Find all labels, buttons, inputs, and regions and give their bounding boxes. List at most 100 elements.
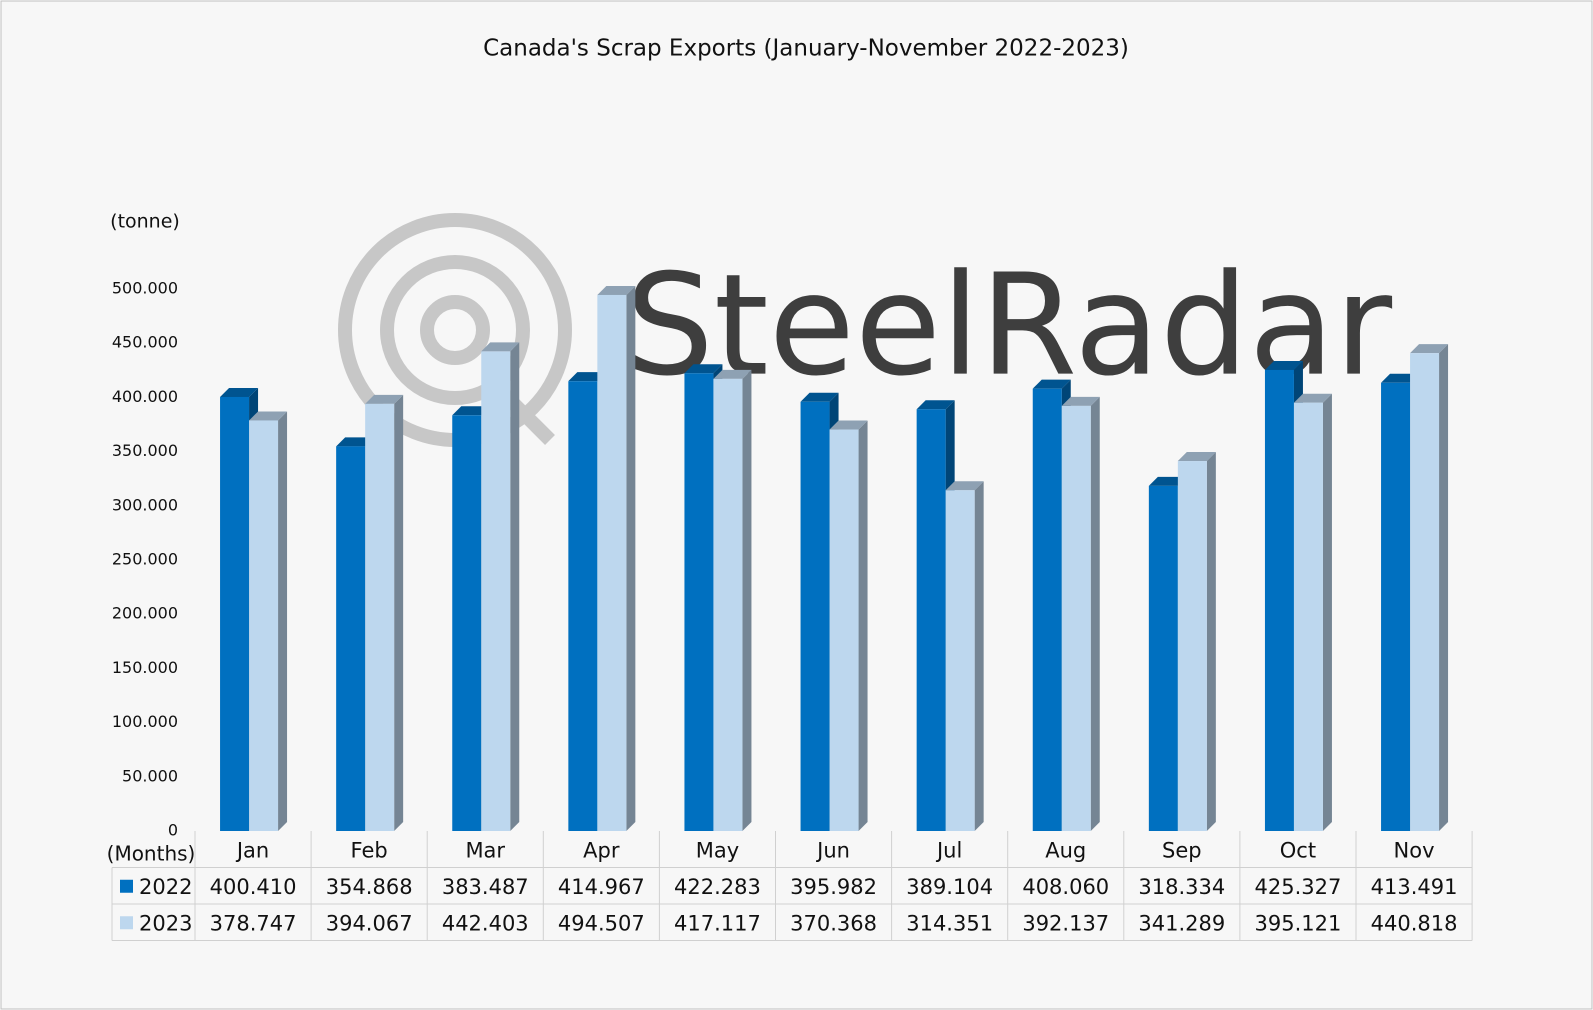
bar-top <box>249 411 288 421</box>
x-tick-label: Sep <box>1162 838 1202 862</box>
bar-side <box>626 285 636 831</box>
y-axis-label: (tonne) <box>110 211 180 233</box>
data-label: 354.868 <box>326 875 413 899</box>
bar-top <box>1177 452 1216 462</box>
bar <box>800 401 830 831</box>
bar <box>568 381 598 831</box>
bar <box>684 373 714 831</box>
x-axis-label: (Months) <box>107 842 196 866</box>
data-label: 370.368 <box>790 911 877 935</box>
data-label: 414.967 <box>558 875 645 899</box>
bar-top <box>481 342 520 352</box>
bar <box>220 396 250 831</box>
data-label: 395.121 <box>1255 911 1342 935</box>
bar-top <box>1032 379 1071 389</box>
bar <box>1032 388 1062 831</box>
bar-top <box>713 369 752 379</box>
bar-top <box>916 400 955 410</box>
y-tick-label: 200.000 <box>112 604 178 623</box>
x-tick-label: Jul <box>935 838 962 862</box>
bar <box>1410 353 1440 831</box>
bar <box>597 294 627 831</box>
x-tick-label: May <box>696 838 739 862</box>
x-tick-label: Apr <box>583 838 620 862</box>
data-label: 442.403 <box>442 911 529 935</box>
bar-top <box>597 285 636 295</box>
data-label: 314.351 <box>906 911 993 935</box>
bar-top <box>452 406 491 416</box>
data-label: 392.137 <box>1022 911 1109 935</box>
bar-side <box>1090 396 1100 831</box>
bar <box>365 403 395 831</box>
x-tick-label: Feb <box>351 838 388 862</box>
bar <box>336 446 366 831</box>
bar <box>829 429 859 831</box>
bar-top <box>1410 344 1449 354</box>
y-tick-label: 400.000 <box>112 387 178 406</box>
x-tick-label: Mar <box>465 838 505 862</box>
legend-label: 2023 <box>139 911 192 935</box>
bar <box>1293 402 1323 831</box>
bar-side <box>1322 393 1332 831</box>
bar <box>452 415 482 831</box>
bar-side <box>510 342 520 831</box>
bar-top <box>365 394 404 404</box>
legend-swatch <box>120 916 133 930</box>
bar-side <box>394 394 404 831</box>
bar <box>1177 461 1207 831</box>
bar-side <box>858 420 868 831</box>
bar-top <box>945 481 984 491</box>
data-label: 378.747 <box>210 911 297 935</box>
y-tick-label: 350.000 <box>112 441 178 460</box>
bar-side <box>974 481 984 831</box>
bar-side <box>742 369 752 831</box>
watermark: SteelRadar <box>625 245 1393 408</box>
data-label: 413.491 <box>1371 875 1458 899</box>
bar <box>1264 369 1294 831</box>
x-tick-label: Jan <box>235 838 269 862</box>
y-tick-label: 150.000 <box>112 658 178 677</box>
y-tick-label: 50.000 <box>122 766 178 785</box>
bar <box>1148 485 1178 831</box>
data-label: 440.818 <box>1371 911 1458 935</box>
data-label: 318.334 <box>1138 875 1225 899</box>
y-tick-label: 250.000 <box>112 550 178 569</box>
bar-top <box>220 387 259 397</box>
data-label: 383.487 <box>442 875 529 899</box>
y-tick-label: 300.000 <box>112 495 178 514</box>
bar <box>1061 405 1091 831</box>
data-label: 417.117 <box>674 911 761 935</box>
bar <box>916 409 946 831</box>
bar-side <box>278 411 288 831</box>
bar <box>1381 382 1411 831</box>
bar <box>249 420 279 831</box>
bar-side <box>1206 452 1216 831</box>
x-tick-label: Nov <box>1394 838 1435 862</box>
data-label: 394.067 <box>326 911 413 935</box>
data-label: 400.410 <box>210 875 297 899</box>
y-tick-label: 100.000 <box>112 712 178 731</box>
data-label: 395.982 <box>790 875 877 899</box>
bar <box>713 378 743 831</box>
bar-top <box>1264 360 1303 370</box>
y-tick-label: 0 <box>168 821 178 840</box>
bar-top <box>684 364 723 374</box>
data-label: 425.327 <box>1255 875 1342 899</box>
data-label: 341.289 <box>1138 911 1225 935</box>
bar-top <box>829 420 868 430</box>
bar-top <box>1148 476 1187 486</box>
bar-top <box>800 392 839 402</box>
bar-top <box>1381 373 1420 383</box>
data-label: 422.283 <box>674 875 761 899</box>
bar-top <box>336 437 375 447</box>
bar-top <box>1061 396 1100 406</box>
legend-label: 2022 <box>139 875 192 899</box>
x-tick-label: Oct <box>1280 838 1316 862</box>
bar <box>945 490 975 831</box>
data-label: 408.060 <box>1022 875 1109 899</box>
y-tick-label: 450.000 <box>112 333 178 352</box>
legend-swatch <box>120 879 133 893</box>
bar-top <box>568 372 607 382</box>
x-tick-label: Aug <box>1045 838 1086 862</box>
